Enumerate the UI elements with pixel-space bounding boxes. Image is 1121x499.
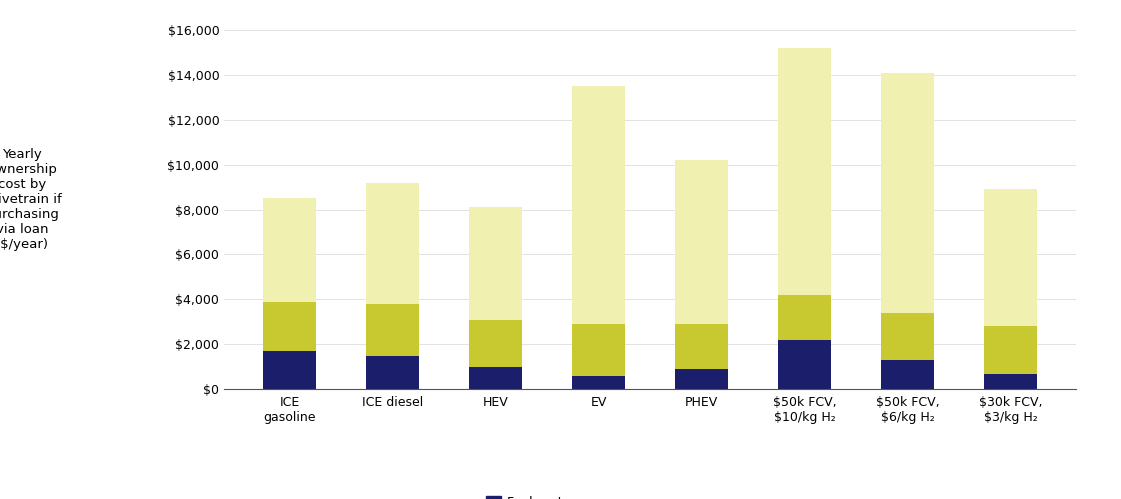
Bar: [675, 369, 729, 389]
Bar: [984, 326, 1037, 373]
Bar: [469, 320, 522, 367]
Bar: [572, 86, 626, 324]
Bar: [675, 324, 729, 369]
Bar: [263, 351, 316, 389]
Bar: [881, 73, 935, 313]
Bar: [365, 183, 419, 304]
Bar: [469, 367, 522, 389]
Bar: [778, 295, 832, 340]
Bar: [881, 313, 935, 360]
Bar: [675, 160, 729, 324]
Bar: [572, 324, 626, 376]
Legend: Fuel costs, Maintenance, insurance, license, and registration, Purchase price vi: Fuel costs, Maintenance, insurance, lice…: [487, 496, 817, 499]
Bar: [365, 355, 419, 389]
Text: Yearly
ownership
cost by
drivetrain if
purchasing
via loan
($/year): Yearly ownership cost by drivetrain if p…: [0, 148, 62, 251]
Bar: [365, 304, 419, 355]
Bar: [881, 360, 935, 389]
Bar: [778, 340, 832, 389]
Bar: [469, 208, 522, 320]
Bar: [572, 376, 626, 389]
Bar: [263, 301, 316, 351]
Bar: [778, 48, 832, 295]
Bar: [984, 190, 1037, 326]
Bar: [263, 199, 316, 301]
Bar: [984, 373, 1037, 389]
